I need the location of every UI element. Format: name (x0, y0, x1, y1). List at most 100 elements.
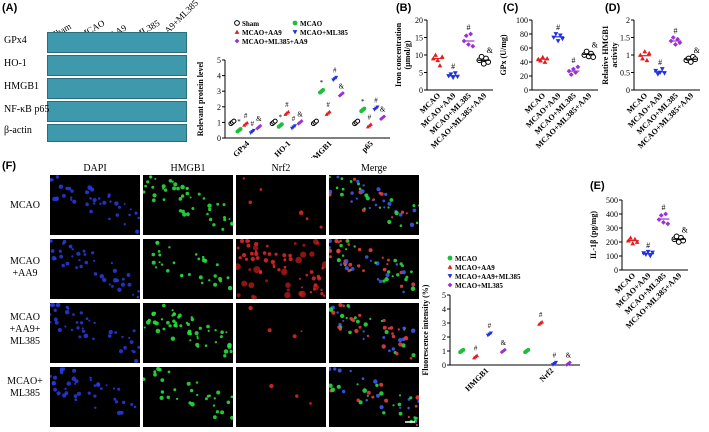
cell-nucleus (262, 251, 267, 255)
micrograph-panel (50, 303, 140, 363)
y-tick-label: 1 (442, 347, 446, 356)
cell-nucleus (58, 184, 64, 189)
data-point (375, 105, 380, 110)
y-tick-label: 0 (442, 361, 446, 370)
data-point (553, 360, 558, 365)
cell-nucleus (52, 196, 57, 202)
data-point (673, 42, 678, 47)
cell-nucleus (121, 335, 124, 339)
cell-nucleus (295, 256, 302, 264)
cell-nucleus (321, 261, 326, 268)
significance-mark: # (488, 322, 492, 330)
legend-label: MCAO (300, 20, 323, 28)
cell-nucleus (362, 269, 365, 272)
cell-nucleus (208, 279, 211, 282)
micrograph-image (269, 383, 312, 405)
cell-nucleus (230, 395, 233, 399)
cell-nucleus (387, 219, 392, 225)
cell-nucleus (329, 239, 332, 244)
cell-nucleus (136, 295, 140, 299)
data-point (634, 239, 640, 244)
micrograph-image (329, 239, 416, 294)
cell-nucleus (384, 192, 388, 196)
cell-nucleus (411, 328, 416, 333)
data-point (368, 122, 373, 126)
data-point (670, 35, 676, 40)
cell-nucleus (71, 255, 74, 258)
data-point (452, 71, 458, 76)
row-label: MCAO +AA9+ ML385 (9, 312, 41, 347)
cell-nucleus (171, 314, 174, 317)
cell-nucleus (93, 384, 97, 387)
cell-nucleus (59, 254, 64, 259)
x-tick-label: HMGB1 (307, 139, 334, 158)
data-point (628, 235, 633, 240)
micrograph-image (50, 367, 137, 415)
blot-row-hmgb1 (47, 78, 187, 99)
western-blot: Sham MCAO AA9 ML385 AA9+ML385 GPx4 HO-1 … (0, 0, 200, 142)
significance-mark: # (292, 115, 296, 123)
cell-nucleus (313, 284, 319, 291)
cell-nucleus (286, 288, 290, 292)
cell-nucleus (92, 202, 96, 205)
cell-nucleus (65, 310, 70, 315)
cell-nucleus (137, 216, 140, 220)
cell-nucleus (252, 245, 259, 251)
cell-nucleus (227, 285, 233, 291)
cell-nucleus (354, 316, 357, 320)
cell-nucleus (180, 184, 185, 190)
data-point (658, 213, 664, 218)
x-tick-label: p65 (360, 139, 375, 154)
significance-mark: & (380, 106, 386, 114)
cell-nucleus (227, 344, 232, 349)
cell-nucleus (67, 186, 72, 191)
cell-nucleus (112, 268, 117, 273)
y-tick-label: 15 (415, 34, 423, 43)
data-point (296, 121, 301, 126)
cell-nucleus (342, 319, 345, 322)
cell-nucleus (196, 337, 199, 340)
cell-nucleus (405, 275, 409, 279)
y-axis-label: Relevant protein level (196, 61, 205, 136)
cell-nucleus (333, 367, 337, 371)
legend-marker (447, 282, 453, 288)
cell-nucleus (259, 270, 263, 275)
cell-nucleus (114, 201, 119, 206)
cell-nucleus (373, 379, 378, 384)
cell-nucleus (89, 197, 92, 200)
cell-nucleus (255, 256, 260, 260)
legend-label: MCAO+ML385+AA9 (242, 38, 308, 46)
protein-label: HMGB1 (4, 81, 40, 92)
cell-nucleus (236, 293, 241, 298)
data-point (321, 87, 326, 92)
cell-nucleus (105, 384, 108, 387)
cell-nucleus (214, 341, 218, 344)
cell-nucleus (132, 350, 136, 354)
cell-nucleus (356, 179, 360, 183)
data-point (468, 31, 474, 37)
cell-nucleus (372, 198, 375, 201)
cell-nucleus (122, 400, 126, 405)
cell-nucleus (93, 272, 98, 276)
cell-nucleus (340, 192, 344, 197)
data-point (687, 59, 694, 65)
y-tick-label: 500 (606, 196, 618, 205)
cell-nucleus (206, 212, 209, 216)
cell-nucleus (253, 266, 261, 274)
cell-nucleus (401, 264, 404, 268)
cell-nucleus (388, 349, 391, 353)
cell-nucleus (270, 259, 276, 265)
cell-nucleus (221, 227, 225, 231)
cell-nucleus (384, 398, 389, 403)
cell-nucleus (108, 283, 111, 286)
significance-mark: # (250, 120, 254, 128)
cell-nucleus (74, 398, 78, 402)
micrograph-image (50, 303, 140, 363)
cell-nucleus (410, 270, 413, 274)
data-point (542, 59, 548, 64)
cell-nucleus (348, 262, 353, 267)
cell-nucleus (341, 254, 345, 257)
legend-label: MCAO (455, 255, 478, 263)
legend-label: MCAO+ML385 (455, 282, 503, 290)
cell-nucleus (399, 224, 403, 227)
